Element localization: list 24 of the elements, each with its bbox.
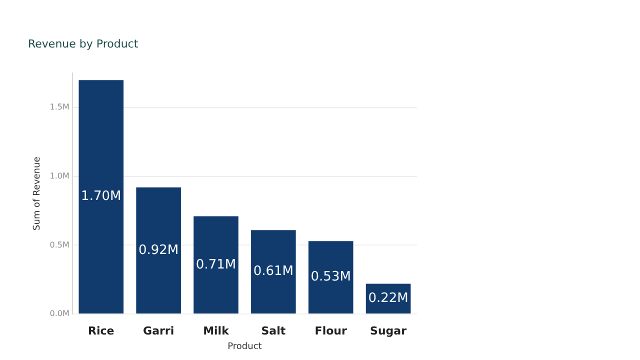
x-tick-label: Rice (88, 324, 114, 338)
x-tick-label: Garri (143, 324, 174, 338)
y-tick-label: 0.0M (50, 309, 70, 318)
bar (251, 230, 296, 314)
y-tick-label: 1.0M (50, 171, 70, 180)
x-tick-label: Milk (203, 324, 230, 338)
bar (78, 80, 124, 314)
data-label: 0.22M (368, 290, 408, 306)
x-tick-label: Sugar (370, 324, 408, 338)
bar (136, 187, 181, 314)
y-tick-label: 1.5M (50, 102, 70, 112)
data-label: 0.71M (196, 257, 236, 272)
bar (308, 241, 354, 314)
y-axis-title: Sum of Revenue (32, 156, 43, 230)
data-label: 0.53M (310, 270, 351, 285)
x-tick-label: Flour (314, 324, 348, 338)
x-tick-label: Salt (261, 324, 286, 338)
y-tick-label: 0.5M (50, 240, 70, 250)
data-label: 0.61M (253, 264, 294, 280)
data-label: 1.70M (81, 189, 122, 204)
bar (194, 216, 238, 314)
x-axis-title: Product (228, 342, 262, 352)
data-label: 0.92M (138, 242, 179, 258)
chart-title: Revenue by Product (28, 37, 139, 50)
